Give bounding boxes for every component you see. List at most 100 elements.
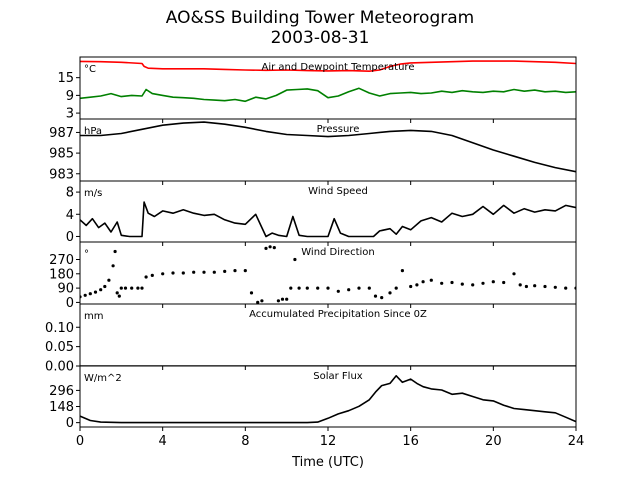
panel-unit: ° [84,249,89,260]
data-point [93,290,98,294]
data-point [249,291,254,295]
data-point [553,285,557,289]
data-point [502,280,506,285]
data-point [161,272,165,276]
panel-title: Pressure [317,124,360,135]
panel-title: Air and Dewpoint Temperature [262,62,415,73]
data-point [264,246,268,250]
data-point [316,286,320,290]
data-point [130,286,134,290]
y-tick-label: 0 [66,416,74,431]
series-line-1 [80,201,576,238]
panel-unit: °C [84,64,96,75]
data-point [357,286,361,290]
figure-date: 2003-08-31 [270,28,370,48]
panel-1: 3 9 15 °C Air and Dewpoint Temperature [57,56,577,123]
data-point [293,257,297,262]
data-point [111,264,115,268]
data-point [260,299,264,303]
data-point [181,271,185,275]
panel-title: Accumulated Precipitation Since 0Z [249,309,427,320]
data-point [336,289,340,293]
data-point [380,296,384,300]
data-point [280,297,285,301]
figure-title: AO&SS Building Tower Meteorogram [165,8,475,28]
x-tick-label: 20 [485,434,502,449]
x-tick-label: 4 [159,434,167,449]
y-tick-label: 9 [66,89,74,104]
y-tick-label: 148 [49,400,74,415]
data-point [223,269,227,273]
y-tick-label: 0.10 [45,321,74,336]
data-point [415,283,419,287]
y-tick-label: 0.05 [45,340,74,355]
x-tick-label: 0 [76,434,84,449]
data-point [429,278,433,282]
series-line-1 [80,375,576,424]
series-line-1 [80,60,576,72]
panel-title: Wind Speed [308,186,368,197]
data-point [202,270,206,274]
y-tick-label: 983 [49,167,74,182]
y-tick-label: 0 [66,296,74,311]
data-point [450,280,454,285]
data-point [117,294,121,298]
data-point [171,271,175,275]
panel-5: 0.00 0.05 0.10 mm Accumulated Precipitation … [45,303,577,375]
data-point [518,283,522,287]
panel-unit: hPa [84,126,102,137]
data-point [388,291,392,295]
panel-unit: W/m^2 [84,373,122,384]
data-point [394,286,398,290]
data-point [243,269,247,273]
data-point [543,284,547,289]
data-point [268,245,272,249]
data-point [285,297,289,301]
y-tick-label: 8 [66,186,74,201]
data-point [367,286,371,290]
data-point [347,288,351,292]
panel-unit: m/s [84,188,102,199]
data-point [272,246,276,250]
data-point [524,284,529,289]
data-point [192,270,196,274]
panel-unit: mm [84,311,103,322]
data-point [256,300,260,304]
data-point [305,286,309,290]
data-point [150,273,154,277]
y-tick-label: 0.00 [45,360,74,375]
data-point [326,286,330,290]
data-point [373,294,378,298]
data-point [136,286,140,290]
x-axis-label: Time (UTC) [291,455,364,470]
x-tick-label: 24 [568,434,585,449]
data-point [103,284,107,289]
data-point [460,282,464,286]
data-point [491,280,495,284]
data-point [421,280,425,284]
data-point [289,286,293,290]
data-point [83,293,87,297]
data-point [512,272,516,276]
data-point [233,269,237,273]
x-tick-label: 12 [320,434,337,449]
data-point [144,275,148,279]
y-tick-label: 3 [66,107,74,122]
data-point [140,286,144,290]
y-tick-label: 180 [49,267,74,282]
panel-3: 0 4 8 m/s Wind Speed [66,180,577,246]
data-point [409,284,413,289]
y-tick-label: 15 [57,71,74,86]
y-tick-label: 985 [49,147,74,162]
y-tick-label: 4 [66,208,74,223]
y-tick-label: 0 [66,230,74,245]
panel-title: Wind Direction [301,247,375,258]
data-point [564,286,568,290]
data-point [481,281,485,285]
data-point [113,249,117,254]
series-line-2 [80,87,576,103]
x-tick-label: 16 [402,434,419,449]
